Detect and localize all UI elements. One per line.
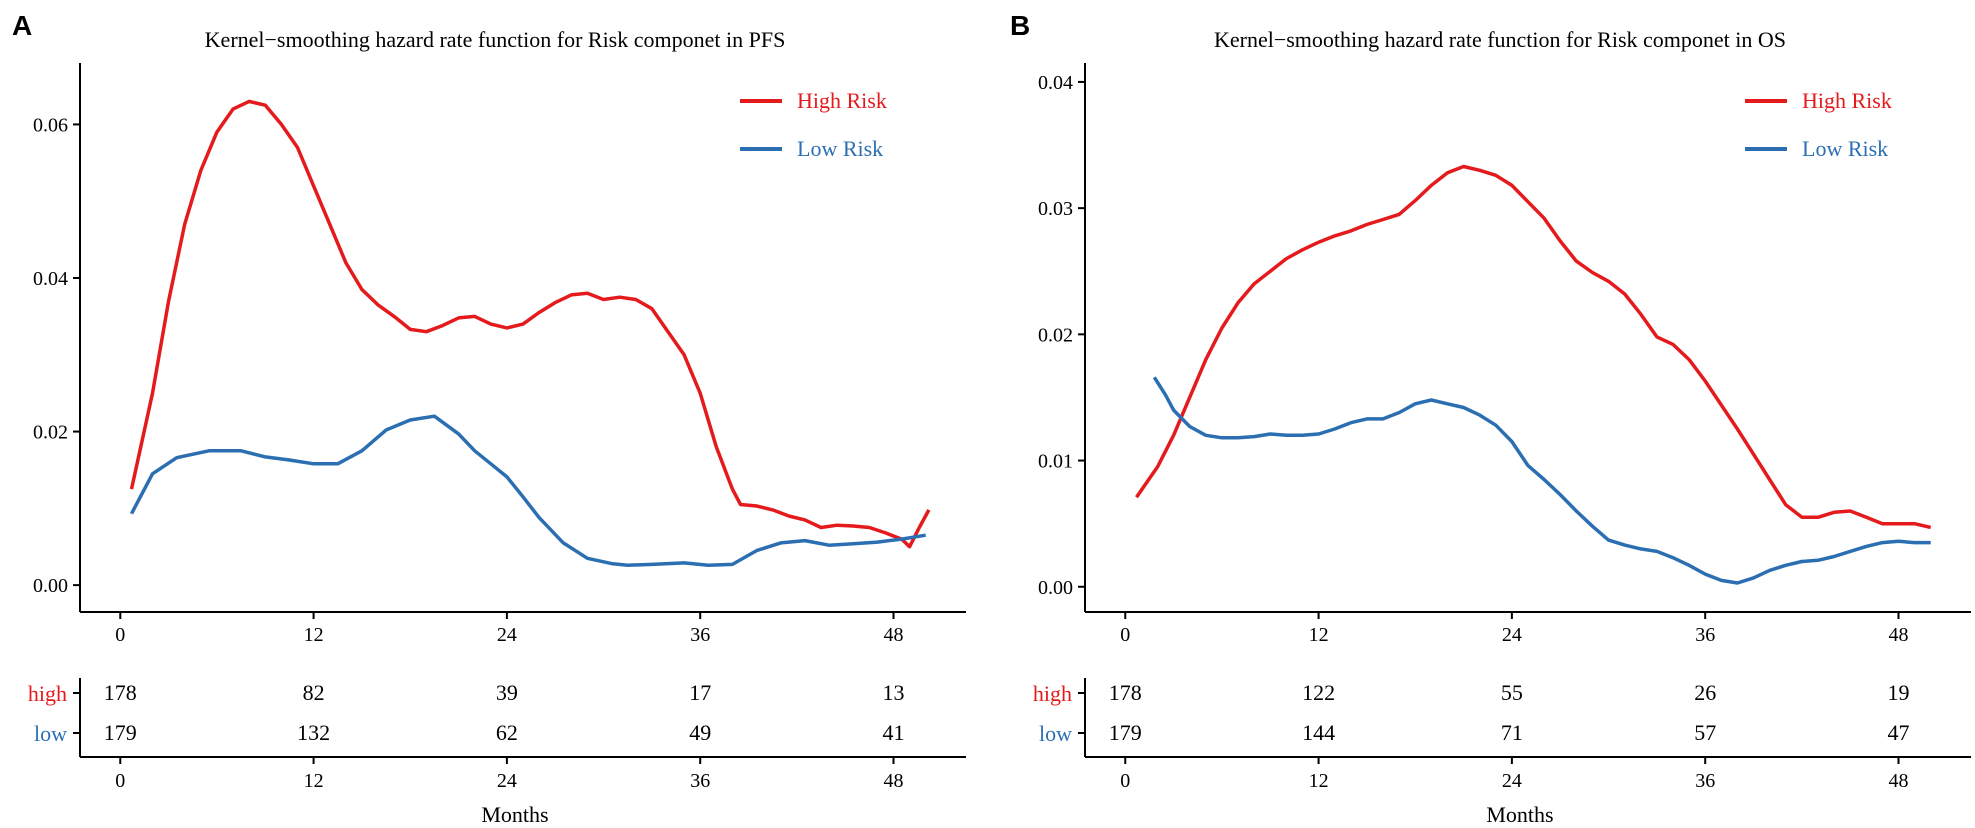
risk-x-tick-label: 48 xyxy=(1889,770,1909,792)
risk-value-high: 178 xyxy=(104,680,137,705)
risk-value-high: 82 xyxy=(303,680,325,705)
y-tick-label: 0.00 xyxy=(33,575,68,597)
risk-x-ticks: 0 12 24 36 48 xyxy=(115,757,904,792)
risk-x-tick-label: 24 xyxy=(497,770,517,792)
risk-value-high: 13 xyxy=(883,680,905,705)
risk-value-low: 144 xyxy=(1302,720,1335,745)
y-tick-label: 0.01 xyxy=(1038,451,1073,473)
x-tick-label: 24 xyxy=(497,624,517,646)
risk-x-tick-label: 36 xyxy=(1695,770,1715,792)
y-ticks: 0.00 0.01 0.02 0.03 0.04 xyxy=(1038,72,1085,599)
y-tick-label: 0.04 xyxy=(1038,72,1073,94)
legend-label-high: High Risk xyxy=(1802,88,1892,113)
risk-table: high low 178 122 55 26 19 179 144 71 57 47 0 12 24 36… xyxy=(1033,678,1971,827)
risk-value-low: 47 xyxy=(1888,720,1910,745)
x-tick-label: 48 xyxy=(884,624,904,646)
risk-table-x-label: Months xyxy=(481,802,548,827)
chart-title: Kernel−smoothing hazard rate function fo… xyxy=(1214,27,1786,52)
x-tick-label: 24 xyxy=(1502,624,1522,646)
risk-table: high low 178 82 39 17 13 179 132 62 49 41 0 12 24 36 4… xyxy=(28,678,966,827)
risk-row-label-low: low xyxy=(34,721,67,746)
risk-value-low: 57 xyxy=(1694,720,1716,745)
risk-value-high: 26 xyxy=(1694,680,1716,705)
risk-x-tick-label: 0 xyxy=(1120,770,1130,792)
risk-value-low: 179 xyxy=(104,720,137,745)
risk-value-high: 55 xyxy=(1501,680,1523,705)
x-tick-label: 48 xyxy=(1889,624,1909,646)
panel-label: A xyxy=(12,10,32,41)
risk-value-low: 62 xyxy=(496,720,518,745)
legend-label-low: Low Risk xyxy=(1802,136,1888,161)
risk-values: 178 82 39 17 13 179 132 62 49 41 xyxy=(104,680,905,745)
risk-x-tick-label: 12 xyxy=(304,770,324,792)
risk-row-label-high: high xyxy=(1033,681,1072,706)
low-risk-curve xyxy=(129,414,926,567)
low-risk-curve xyxy=(1152,376,1931,585)
risk-row-labels: high low xyxy=(28,681,80,746)
panel-a: A Kernel−smoothing hazard rate function … xyxy=(12,10,966,827)
panel-label: B xyxy=(1010,10,1030,41)
y-ticks: 0.00 0.02 0.04 0.06 xyxy=(33,114,80,597)
y-tick-label: 0.02 xyxy=(33,422,68,444)
high-risk-curve xyxy=(129,99,931,549)
legend: High Risk Low Risk xyxy=(740,88,887,161)
x-tick-label: 12 xyxy=(1309,624,1329,646)
risk-x-ticks: 0 12 24 36 48 xyxy=(1120,757,1909,792)
risk-row-label-low: low xyxy=(1039,721,1072,746)
y-tick-label: 0.02 xyxy=(1038,324,1073,346)
x-ticks: 0 12 24 36 48 xyxy=(115,612,904,646)
chart-title: Kernel−smoothing hazard rate function fo… xyxy=(205,27,786,52)
risk-row-labels: high low xyxy=(1033,681,1085,746)
risk-value-low: 41 xyxy=(883,720,905,745)
risk-values: 178 122 55 26 19 179 144 71 57 47 xyxy=(1109,680,1910,745)
risk-value-low: 49 xyxy=(689,720,711,745)
x-tick-label: 36 xyxy=(690,624,710,646)
risk-value-low: 71 xyxy=(1501,720,1523,745)
x-tick-label: 36 xyxy=(1695,624,1715,646)
risk-x-tick-label: 36 xyxy=(690,770,710,792)
high-risk-curve xyxy=(1135,164,1932,530)
risk-row-label-high: high xyxy=(28,681,67,706)
risk-value-high: 17 xyxy=(689,680,711,705)
x-tick-label: 0 xyxy=(115,624,125,646)
y-tick-label: 0.06 xyxy=(33,114,68,136)
risk-value-low: 132 xyxy=(297,720,330,745)
y-tick-label: 0.03 xyxy=(1038,198,1073,220)
risk-value-low: 179 xyxy=(1109,720,1142,745)
x-ticks: 0 12 24 36 48 xyxy=(1120,612,1909,646)
legend-label-low: Low Risk xyxy=(797,136,883,161)
legend: High Risk Low Risk xyxy=(1745,88,1892,161)
x-tick-label: 12 xyxy=(304,624,324,646)
y-tick-label: 0.04 xyxy=(33,268,68,290)
legend-label-high: High Risk xyxy=(797,88,887,113)
risk-x-tick-label: 48 xyxy=(884,770,904,792)
risk-value-high: 39 xyxy=(496,680,518,705)
panel-b: B Kernel−smoothing hazard rate function … xyxy=(1010,10,1971,827)
risk-value-high: 122 xyxy=(1302,680,1335,705)
risk-x-tick-label: 24 xyxy=(1502,770,1522,792)
y-tick-label: 0.00 xyxy=(1038,577,1073,599)
risk-value-high: 178 xyxy=(1109,680,1142,705)
risk-value-high: 19 xyxy=(1888,680,1910,705)
risk-x-tick-label: 12 xyxy=(1309,770,1329,792)
x-tick-label: 0 xyxy=(1120,624,1130,646)
risk-table-x-label: Months xyxy=(1486,802,1553,827)
risk-x-tick-label: 0 xyxy=(115,770,125,792)
